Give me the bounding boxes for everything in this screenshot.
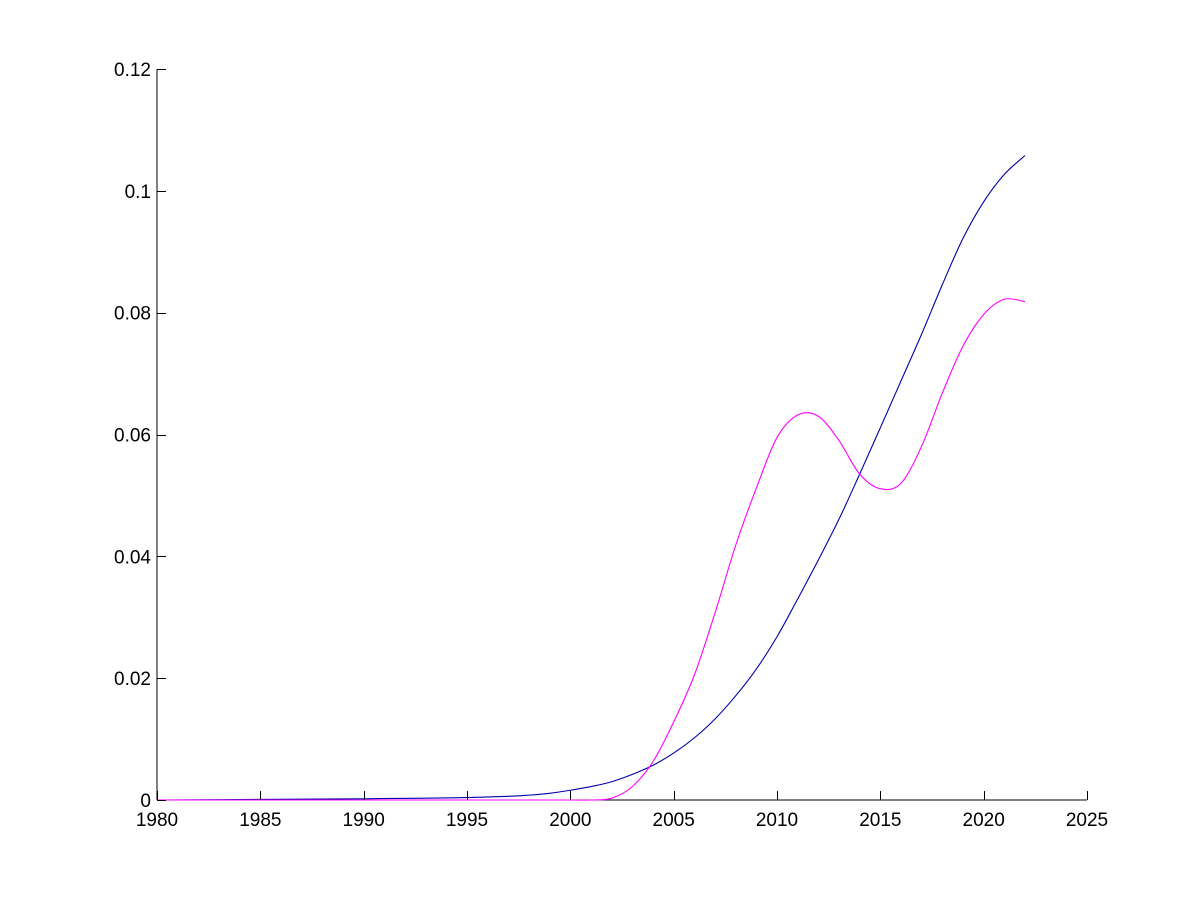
y-tick-label: 0.06 [114,426,151,447]
tick-layer: 1980 1985 1990 1995 2000 2005 2010 2015 2020 2025… [114,60,1108,831]
x-tick-label: 1995 [446,810,488,831]
x-tick-label: 2005 [653,810,695,831]
y-tick-label: 0 [140,791,151,812]
x-tick-label: 1985 [239,810,281,831]
x-tick-label: 1980 [136,810,178,831]
series-line-1 [156,155,1026,801]
x-tick-label: 2010 [756,810,798,831]
y-tick-label: 0.12 [114,60,151,81]
x-tick-label: 2015 [859,810,901,831]
y-tick-label: 0.04 [114,547,151,568]
y-tick-label: 0.02 [114,669,151,690]
x-tick-label: 2000 [549,810,591,831]
series-line-2 [157,298,1026,801]
series-layer [156,155,1026,801]
x-tick-label: 2025 [1066,810,1108,831]
x-tick-label: 2020 [963,810,1005,831]
y-tick-label: 0.08 [114,304,151,325]
axes [156,69,1087,801]
y-tick-label: 0.1 [125,182,151,203]
x-tick-label: 1990 [343,810,385,831]
